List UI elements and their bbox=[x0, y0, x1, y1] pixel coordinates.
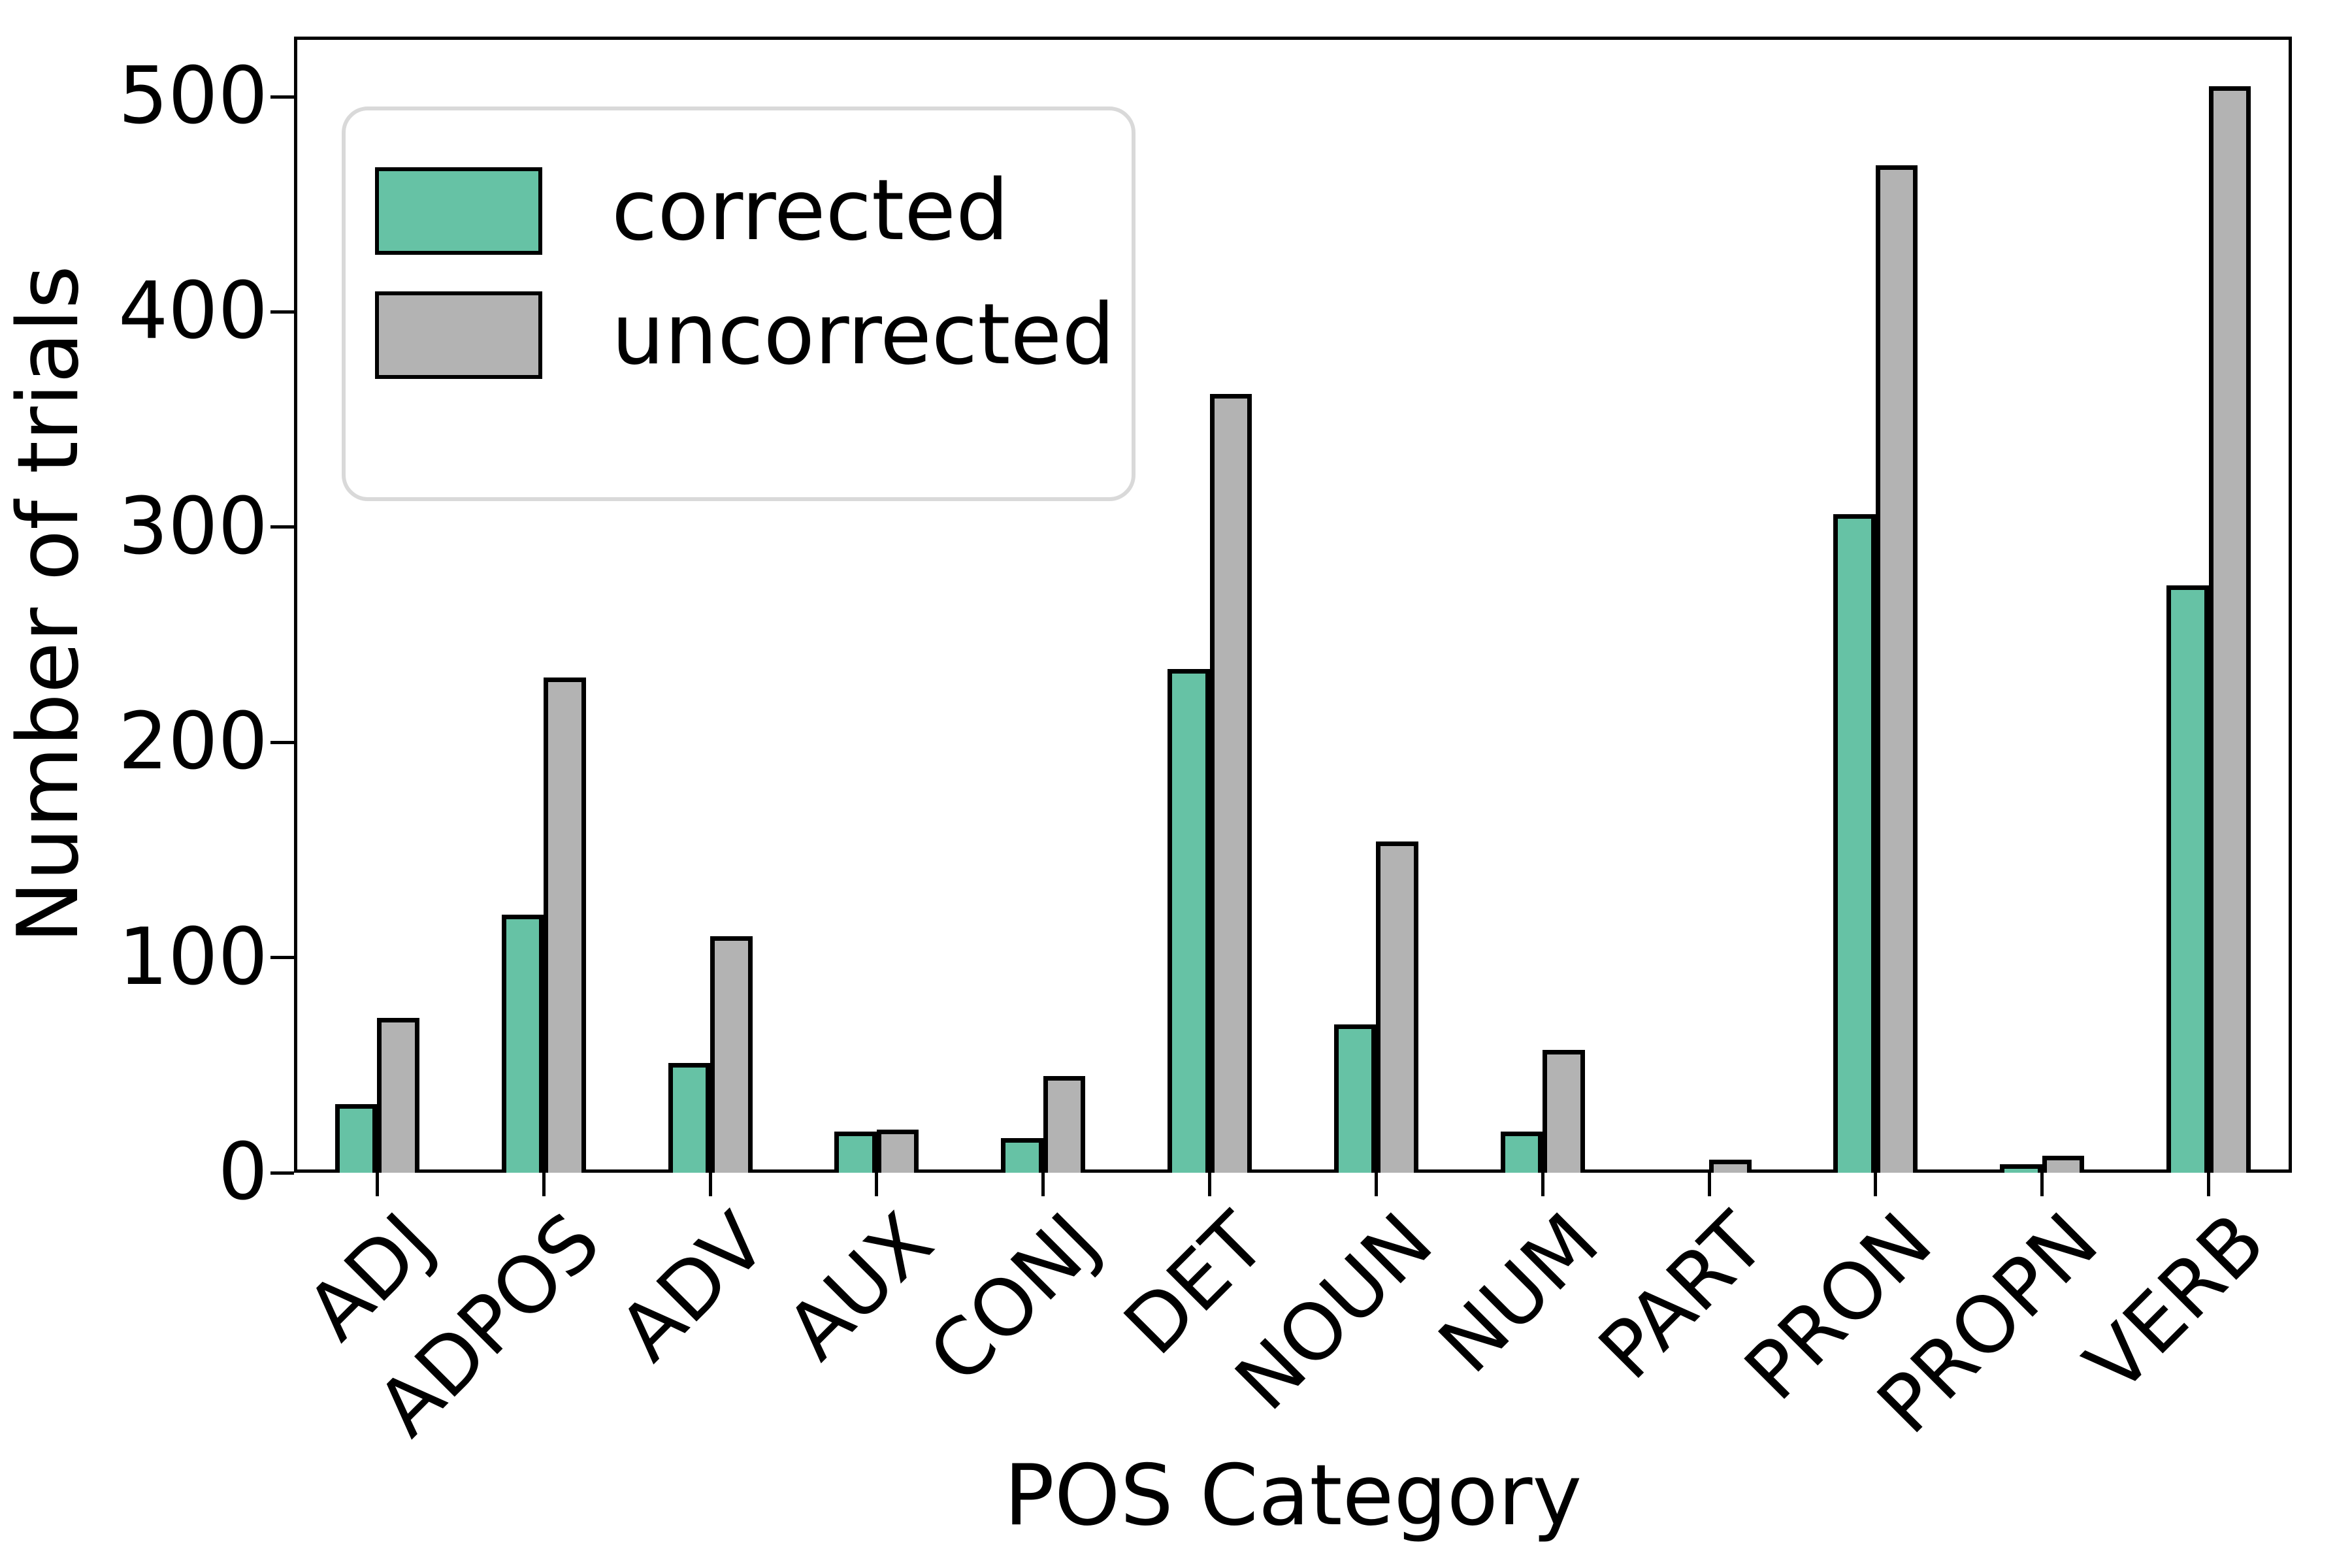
x-tick-label-VERB: VERB bbox=[2068, 1196, 2283, 1411]
bar-uncorrected-NOUN bbox=[1376, 841, 1418, 1173]
legend-label-uncorrected: uncorrected bbox=[612, 286, 1115, 384]
legend-swatch-uncorrected bbox=[375, 291, 542, 379]
bar-uncorrected-CONJ bbox=[1043, 1075, 1086, 1173]
bar-uncorrected-ADV bbox=[710, 936, 753, 1173]
bar-corrected-ADV bbox=[668, 1063, 711, 1173]
y-tick-label-400: 400 bbox=[118, 266, 268, 357]
x-tick-mark bbox=[875, 1173, 879, 1196]
x-tick-mark bbox=[1374, 1173, 1378, 1196]
x-tick-mark bbox=[1707, 1173, 1711, 1196]
bar-corrected-AUX bbox=[834, 1132, 877, 1173]
y-tick-mark bbox=[270, 95, 294, 99]
y-tick-label-500: 500 bbox=[118, 51, 268, 142]
x-tick-label-NUM: NUM bbox=[1422, 1196, 1616, 1391]
bar-corrected-NOUN bbox=[1333, 1024, 1377, 1173]
bar-corrected-PROPN bbox=[2000, 1164, 2042, 1173]
x-tick-mark bbox=[1541, 1173, 1544, 1196]
x-tick-mark bbox=[1208, 1173, 1212, 1196]
bar-corrected-NUM bbox=[1500, 1132, 1543, 1173]
y-tick-label-0: 0 bbox=[218, 1127, 268, 1218]
y-tick-label-100: 100 bbox=[118, 911, 268, 1003]
bar-corrected-CONJ bbox=[1001, 1138, 1043, 1173]
x-tick-mark bbox=[542, 1173, 546, 1196]
y-tick-mark bbox=[270, 1171, 294, 1175]
y-tick-mark bbox=[270, 740, 294, 744]
y-tick-label-200: 200 bbox=[118, 696, 268, 788]
x-tick-label-AUX: AUX bbox=[769, 1196, 951, 1377]
x-tick-mark bbox=[2040, 1173, 2044, 1196]
bar-uncorrected-ADPOS bbox=[544, 678, 586, 1173]
bar-uncorrected-VERB bbox=[2208, 86, 2251, 1173]
y-tick-mark bbox=[270, 956, 294, 960]
bar-uncorrected-NUM bbox=[1543, 1050, 1585, 1173]
legend: corrected uncorrected bbox=[342, 106, 1135, 501]
x-tick-mark bbox=[1041, 1173, 1045, 1196]
x-axis-label: POS Category bbox=[1004, 1447, 1582, 1544]
bar-uncorrected-AUX bbox=[876, 1130, 919, 1173]
y-tick-mark bbox=[270, 310, 294, 314]
bar-uncorrected-ADJ bbox=[377, 1017, 419, 1173]
x-tick-mark bbox=[1874, 1173, 1878, 1196]
bar-uncorrected-PROPN bbox=[2042, 1155, 2085, 1173]
bar-corrected-ADPOS bbox=[501, 914, 544, 1173]
bar-uncorrected-PART bbox=[1709, 1160, 1752, 1173]
bar-corrected-VERB bbox=[2166, 585, 2209, 1173]
y-axis-label: Number of trials bbox=[0, 265, 97, 943]
x-tick-mark bbox=[2207, 1173, 2211, 1196]
legend-swatch-corrected bbox=[375, 167, 542, 255]
y-tick-mark bbox=[270, 525, 294, 529]
x-tick-label-CONJ: CONJ bbox=[912, 1196, 1117, 1401]
x-tick-label-ADV: ADV bbox=[602, 1196, 784, 1379]
bar-corrected-DET bbox=[1168, 669, 1210, 1173]
bar-corrected-ADJ bbox=[335, 1103, 378, 1173]
x-tick-mark bbox=[708, 1173, 712, 1196]
y-tick-label-300: 300 bbox=[118, 481, 268, 572]
bar-uncorrected-PRON bbox=[1875, 165, 1918, 1173]
bar-uncorrected-DET bbox=[1209, 393, 1252, 1173]
bar-corrected-PRON bbox=[1833, 514, 1876, 1173]
legend-label-corrected: corrected bbox=[612, 162, 1009, 259]
x-tick-mark bbox=[375, 1173, 379, 1196]
